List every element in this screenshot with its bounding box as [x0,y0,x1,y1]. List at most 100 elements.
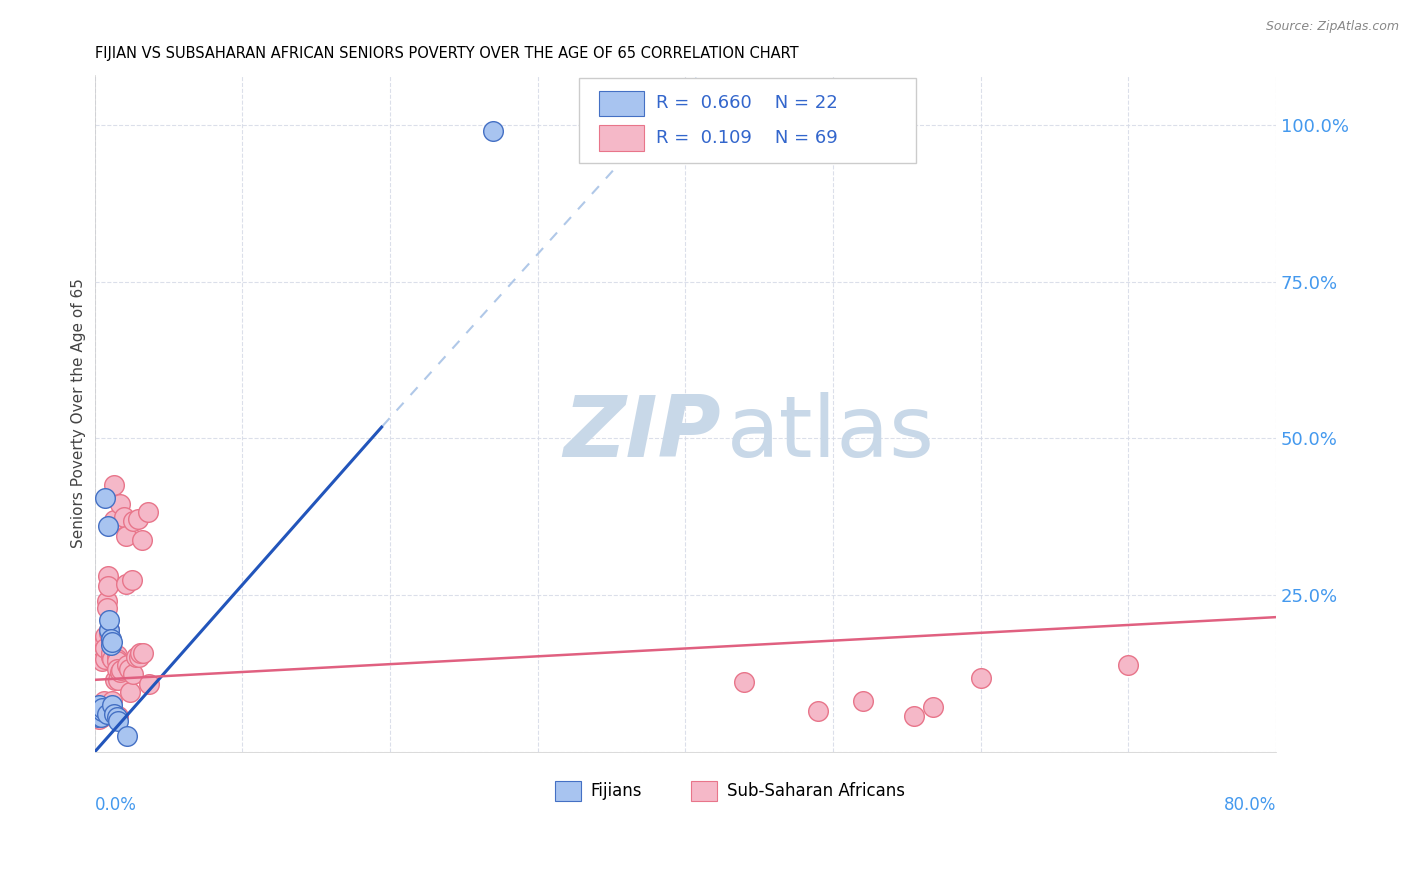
Text: 80.0%: 80.0% [1223,796,1277,814]
Point [114,577,136,591]
Point [120,685,142,699]
Point [89,707,111,722]
FancyBboxPatch shape [599,91,644,116]
Point [86,707,108,722]
Point [482,124,505,138]
Point [107,708,129,723]
Point [94,629,117,643]
Point [97,569,120,583]
Point [104,673,127,687]
Text: R =  0.109    N = 69: R = 0.109 N = 69 [655,128,838,146]
Point [90,708,112,723]
Point [115,658,138,673]
Point [108,497,131,511]
FancyBboxPatch shape [579,78,915,163]
Point [100,648,122,662]
Point [98,623,121,637]
Point [96,600,118,615]
Point [86,710,108,724]
Point [90,707,112,722]
Point [131,533,153,547]
FancyBboxPatch shape [555,781,582,801]
Point [100,649,122,664]
Text: ZIP: ZIP [564,392,721,475]
Point [91,704,114,718]
Point [103,708,125,723]
Point [107,714,129,728]
Point [101,652,124,666]
FancyBboxPatch shape [599,125,644,151]
Point [101,693,124,707]
Point [115,729,138,743]
Point [90,706,112,720]
Point [125,649,148,664]
Point [101,698,124,712]
Point [127,512,149,526]
Point [100,633,122,648]
Point [733,674,755,689]
Point [97,519,120,533]
Point [121,573,143,587]
Point [89,710,111,724]
Point [100,638,122,652]
Point [91,710,114,724]
Point [86,710,108,724]
Point [122,514,145,528]
Point [89,707,111,722]
Point [807,704,830,718]
Point [136,505,159,519]
Point [105,710,128,724]
Point [132,646,155,660]
FancyBboxPatch shape [692,781,717,801]
Point [103,478,125,492]
Point [105,652,128,666]
Point [100,646,122,660]
Point [107,673,129,687]
Point [97,579,120,593]
Point [969,671,991,685]
Point [96,707,118,722]
Point [91,701,114,715]
Point [128,649,150,664]
Point [91,654,114,668]
Point [105,662,128,676]
Point [112,509,135,524]
Text: R =  0.660    N = 22: R = 0.660 N = 22 [655,95,838,112]
Point [93,635,115,649]
Text: FIJIAN VS SUBSAHARAN AFRICAN SENIORS POVERTY OVER THE AGE OF 65 CORRELATION CHAR: FIJIAN VS SUBSAHARAN AFRICAN SENIORS POV… [94,46,799,62]
Point [101,635,124,649]
Point [98,613,121,627]
Text: 0.0%: 0.0% [94,796,136,814]
Point [105,654,128,668]
Point [129,646,152,660]
Point [103,707,125,722]
Point [100,632,122,646]
Point [903,708,925,723]
Point [105,648,128,662]
Y-axis label: Seniors Poverty Over the Age of 65: Seniors Poverty Over the Age of 65 [72,278,86,549]
Text: Sub-Saharan Africans: Sub-Saharan Africans [727,782,904,800]
Point [122,666,145,681]
Point [94,641,117,656]
Text: Source: ZipAtlas.com: Source: ZipAtlas.com [1265,20,1399,33]
Point [91,708,114,723]
Point [90,710,112,724]
Point [89,704,111,718]
Point [94,652,117,666]
Point [98,625,121,640]
Point [922,699,945,714]
Point [90,702,112,716]
Point [138,677,160,691]
Point [108,665,131,679]
Point [86,704,108,718]
Point [89,712,111,726]
Point [94,641,117,656]
Point [103,513,125,527]
Point [118,662,141,676]
Point [89,698,111,712]
Point [93,693,115,707]
Point [91,710,114,724]
Point [96,594,118,608]
Point [98,623,121,637]
Point [851,693,873,707]
